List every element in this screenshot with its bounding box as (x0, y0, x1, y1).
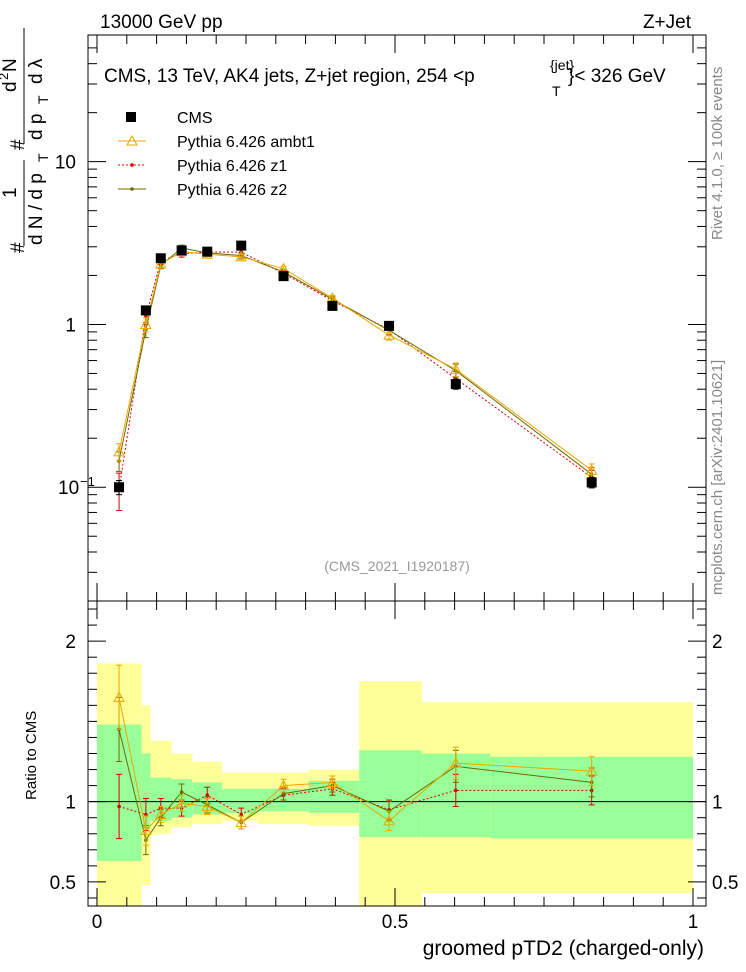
title-main: CMS, 13 TeV, AK4 jets, Z+jet region, 254… (104, 66, 475, 87)
ratio-y-tick-label-right: 2 (712, 632, 723, 653)
y-tick-label: 10 (58, 478, 79, 499)
data-point (278, 271, 289, 282)
header-right: Z+Jet (643, 12, 692, 33)
data-point (155, 253, 166, 264)
data-point (383, 814, 395, 826)
y-tick-label: 10 (55, 153, 76, 174)
data-point (140, 824, 152, 836)
data-point (586, 477, 597, 488)
legend: CMS Pythia 6.426 ambt1 Pythia 6.426 z1 Pyth… (118, 110, 315, 199)
y-tick-label-exponent: −1 (80, 474, 95, 489)
data-point (235, 250, 248, 262)
ratio-y-tick-label: 0.5 (50, 873, 76, 894)
main-data-layer (113, 240, 598, 511)
series-line (118, 251, 592, 471)
series-line (118, 247, 592, 475)
title-sup: {jet} (550, 57, 574, 73)
ratio-y-tick-label: 2 (65, 632, 76, 653)
data-point (450, 379, 461, 390)
ylabel-denom1: d N / d p (26, 173, 47, 245)
rivet-label: Rivet 4.1.0, ≥ 100k events (709, 67, 726, 240)
data-point (453, 788, 458, 793)
data-point (144, 812, 148, 817)
title-tail: }< 326 GeV (568, 66, 666, 87)
watermark: (CMS_2021_I1920187) (324, 558, 470, 574)
data-point (154, 808, 167, 819)
data-point (277, 779, 290, 791)
header-left: 13000 GeV pp (100, 12, 223, 33)
band-inner (359, 750, 422, 837)
ylabel-d2n-sup: 2 (0, 73, 11, 80)
data-point (326, 776, 339, 787)
data-point (585, 765, 598, 776)
ylabel-denom1-sub: T (35, 153, 51, 162)
ylabel-hash2: # (8, 139, 29, 150)
ratio-bands (88, 663, 706, 906)
ylabel-d2n-n: N (0, 58, 21, 72)
ratio-ylabel: Ratio to CMS (23, 711, 40, 800)
data-point (384, 320, 395, 331)
data-point (117, 804, 121, 809)
legend-marker (126, 134, 138, 146)
x-tick-label: 0.5 (382, 912, 408, 933)
data-point (140, 318, 152, 329)
data-point (449, 363, 462, 374)
legend-label: CMS (177, 110, 213, 127)
ratio-data-layer (113, 664, 598, 856)
legend-label: Pythia 6.426 z1 (177, 158, 287, 175)
data-point (205, 793, 210, 798)
ratio-y-tick-label-right: 1 (712, 793, 723, 814)
ylabel-denom2: d p (26, 114, 47, 140)
data-point (175, 797, 188, 808)
ratio-y-tick-label-right: 0.5 (712, 873, 738, 894)
ratio-frame (87, 600, 707, 907)
plot-title: CMS, 13 TeV, AK4 jets, Z+jet region, 254… (104, 57, 666, 99)
data-point (114, 482, 125, 493)
data-point (585, 464, 598, 475)
data-point (179, 790, 184, 794)
band-inner (222, 788, 258, 813)
y-tick-label: 1 (65, 315, 76, 336)
ratio-y-tick-label: 1 (65, 793, 76, 814)
ylabel-denom2-tail: d λ (26, 58, 47, 84)
ylabel-denom2-sub: T (35, 95, 51, 104)
data-point (239, 812, 244, 817)
ylabel-hash1: # (8, 242, 29, 253)
legend-label: Pythia 6.426 z2 (177, 182, 287, 199)
x-tick-label: 0 (92, 912, 103, 933)
data-point (202, 246, 213, 257)
title-sub: T (552, 83, 561, 99)
legend-marker (126, 112, 136, 122)
data-point (201, 800, 214, 811)
data-point (176, 245, 187, 256)
data-point (236, 240, 247, 251)
series-line (118, 251, 592, 490)
legend-marker (130, 163, 134, 167)
data-point (327, 300, 338, 311)
data-point (235, 816, 248, 828)
data-point (113, 445, 125, 457)
data-point (140, 305, 151, 316)
ylabel-one: 1 (0, 187, 21, 198)
data-point (383, 329, 395, 340)
legend-marker (130, 187, 134, 191)
data-point (113, 691, 125, 702)
ylabel-d2n: d (0, 81, 21, 92)
x-axis-label: groomed pTD2 (charged-only) (423, 937, 704, 960)
mcplots-label: mcplots.cern.ch [arXiv:2401.10621] (709, 360, 726, 595)
data-point (154, 258, 167, 269)
band-inner (141, 753, 151, 829)
data-point (281, 791, 286, 796)
main-ylabel: # 1 d N / d p T # d 2 N d p T d λ (0, 28, 51, 253)
x-tick-label: 1 (688, 912, 699, 933)
legend-label: Pythia 6.426 ambt1 (177, 134, 315, 151)
ratio-axis-ticks: 0.5 0.5 1 1 2 2 0 0.5 1 (50, 601, 738, 933)
data-point (449, 757, 462, 768)
